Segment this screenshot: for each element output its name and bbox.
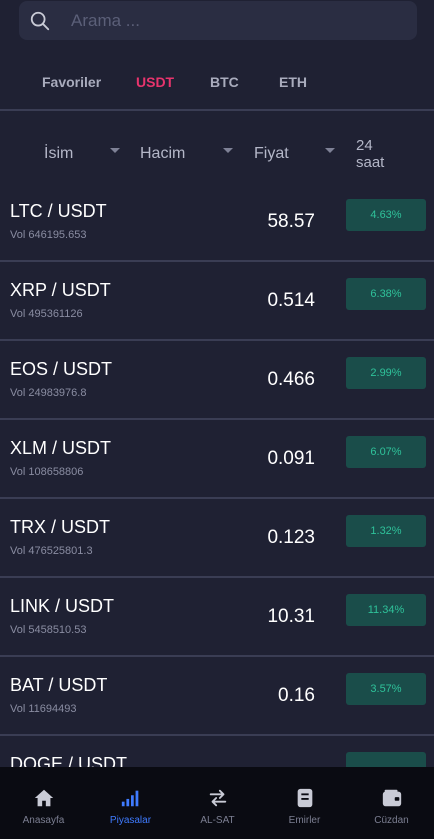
market-row[interactable]: XRP / USDT Vol 495361126 0.514 6.38% [0,262,434,341]
pair-name: LINK / USDT [10,596,115,616]
pair-name: XLM / USDT [10,438,112,458]
pair-price: 0.466 [267,369,315,390]
tab-btc[interactable]: BTC [210,74,239,90]
nav-item-cuzdan[interactable]: Cüzdan [348,767,434,839]
orders-icon [297,788,312,808]
market-list: LTC / USDT Vol 646195.653 58.57 4.63% XR… [0,183,434,815]
change-badge: 1.32% [346,515,426,547]
wallet-icon [382,789,401,807]
pair-price: 58.57 [267,211,315,232]
pair-name: EOS / USDT [10,359,113,379]
market-tabs: Favoriler USDT BTC ETH [0,62,434,106]
change-badge: 6.38% [346,278,426,310]
market-row[interactable]: XLM / USDT Vol 108658806 0.091 6.07% [0,420,434,499]
swap-icon [209,789,226,807]
pair-name: XRP / USDT [10,280,111,300]
column-header-name[interactable]: İsim [44,145,74,162]
column-header-24h[interactable]: 24 saat [356,137,416,171]
search-icon [30,11,50,30]
pair-price: 0.123 [267,527,315,548]
pair-name: LTC / USDT [10,201,107,221]
market-row[interactable]: TRX / USDT Vol 476525801.3 0.123 1.32% [0,499,434,578]
pair-volume: Vol 11694493 [10,703,77,715]
change-badge: 4.63% [346,199,426,231]
nav-label: Anasayfa [22,815,65,826]
column-header-volume[interactable]: Hacim [140,145,186,162]
change-badge: 6.07% [346,436,426,468]
change-badge: 3.57% [346,673,426,705]
home-icon [34,789,53,807]
change-badge: 11.34% [346,594,426,626]
pair-volume: Vol 24983976.8 [10,387,87,399]
pair-name: TRX / USDT [10,517,111,537]
pair-volume: Vol 5458510.53 [10,624,87,636]
tabs-divider [0,109,434,111]
market-row[interactable]: LINK / USDT Vol 5458510.53 10.31 11.34% [0,578,434,657]
column-header-24h-line1: 24 [356,137,373,154]
sort-volume-icon[interactable] [223,148,233,153]
column-header-price[interactable]: Fiyat [254,145,289,162]
nav-label: Cüzdan [374,815,409,826]
nav-item-emirler[interactable]: Emirler [261,767,348,839]
pair-volume: Vol 646195.653 [10,229,87,241]
search-input[interactable] [69,9,373,32]
market-row[interactable]: EOS / USDT Vol 24983976.8 0.466 2.99% [0,341,434,420]
pair-volume: Vol 495361126 [10,308,83,320]
tab-favoriler[interactable]: Favoriler [42,74,102,90]
market-row[interactable]: BAT / USDT Vol 11694493 0.16 3.57% [0,657,434,736]
nav-item-anasayfa[interactable]: Anasayfa [0,767,87,839]
pair-volume: Vol 108658806 [10,466,84,478]
sort-price-icon[interactable] [325,148,335,153]
pair-name: BAT / USDT [10,675,108,695]
column-header-24h-line2: saat [356,154,385,171]
market-row[interactable]: LTC / USDT Vol 646195.653 58.57 4.63% [0,183,434,262]
nav-label: AL-SAT [200,815,235,826]
pair-price: 10.31 [267,606,315,627]
nav-item-al-sat[interactable]: AL-SAT [174,767,261,839]
tab-eth[interactable]: ETH [279,74,307,90]
nav-label: Piyasalar [109,815,152,826]
sort-name-icon[interactable] [110,148,120,153]
pair-price: 0.514 [267,290,315,311]
pair-price: 0.091 [267,448,315,469]
nav-item-piyasalar[interactable]: Piyasalar [87,767,174,839]
pair-price: 0.16 [278,685,315,706]
change-badge: 2.99% [346,357,426,389]
pair-volume: Vol 476525801.3 [10,545,93,557]
nav-label: Emirler [288,815,321,826]
bottom-navigation: Anasayfa Piyasalar AL-SAT Emi [0,767,434,839]
bar-chart-icon [121,790,138,807]
search-bar[interactable] [19,1,417,40]
tab-usdt[interactable]: USDT [136,74,175,90]
